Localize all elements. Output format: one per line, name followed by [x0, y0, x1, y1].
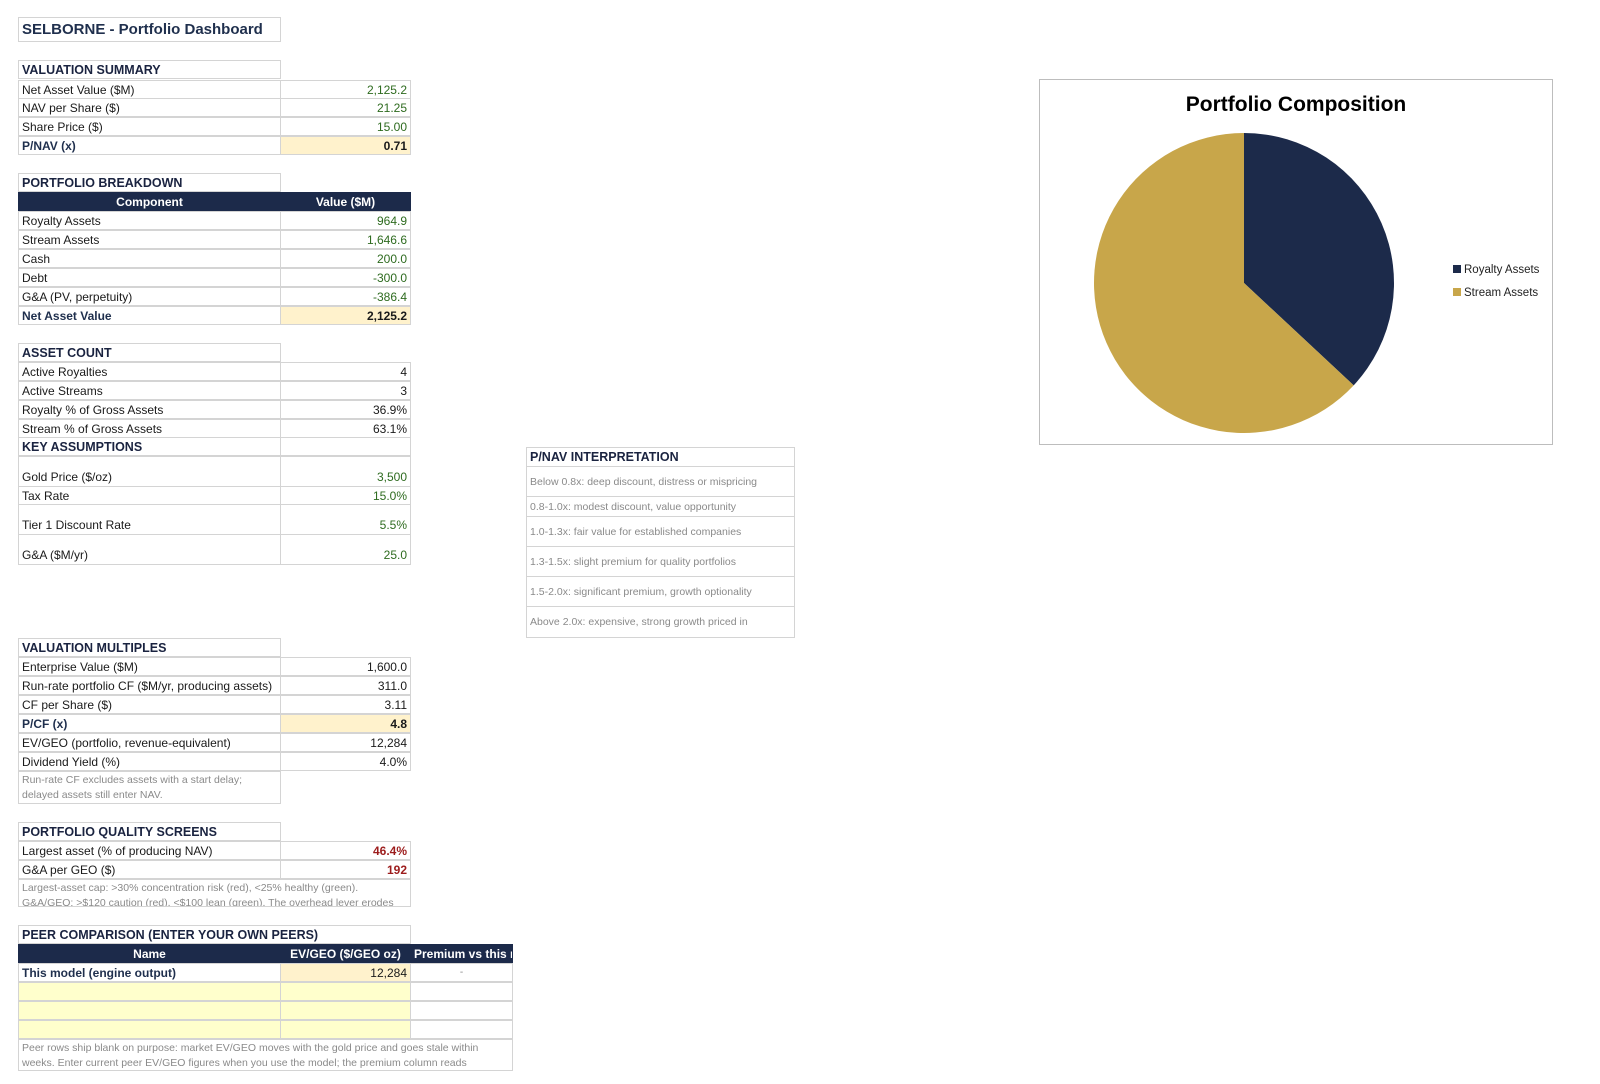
vm-label-evgeo[interactable]: EV/GEO (portfolio, revenue-equivalent) [18, 733, 281, 752]
peer-header-name: Name [18, 944, 281, 963]
vm-value-cf-per-share[interactable]: 3.11 [280, 695, 411, 714]
vm-label-dividend[interactable]: Dividend Yield (%) [18, 752, 281, 771]
pie-slice-royalty-assets[interactable] [1244, 133, 1394, 386]
vm-value-dividend[interactable]: 4.0% [280, 752, 411, 771]
valuation-summary-heading: VALUATION SUMMARY [18, 60, 281, 79]
ac-label-royalties[interactable]: Active Royalties [18, 362, 281, 381]
peer-row-2-premium[interactable] [410, 982, 513, 1001]
vs-label-nav-per-share[interactable]: NAV per Share ($) [18, 98, 281, 117]
ac-label-streams[interactable]: Active Streams [18, 381, 281, 400]
pb-label-cash[interactable]: Cash [18, 249, 281, 268]
ac-value-royalties[interactable]: 4 [280, 362, 411, 381]
peer-row-4-evgeo[interactable] [280, 1020, 411, 1039]
pb-value-ga[interactable]: -386.4 [280, 287, 411, 306]
interp-row-4[interactable]: 1.3-1.5x: slight premium for quality por… [526, 546, 795, 577]
vs-label-pnav[interactable]: P/NAV (x) [18, 136, 281, 155]
vm-label-cf[interactable]: Run-rate portfolio CF ($M/yr, producing … [18, 676, 281, 695]
legend-label-stream-assets: Stream Assets [1464, 287, 1538, 299]
pb-value-royalty[interactable]: 964.9 [280, 211, 411, 230]
chart-legend: Royalty Assets Stream Assets [1453, 264, 1540, 299]
peer-row-3-evgeo[interactable] [280, 1001, 411, 1020]
peer-row-3-premium[interactable] [410, 1001, 513, 1020]
ac-value-stream-pct[interactable]: 63.1% [280, 419, 411, 438]
vm-value-cf[interactable]: 311.0 [280, 676, 411, 695]
ka-value-tax[interactable]: 15.0% [280, 486, 411, 505]
interp-row-1[interactable]: Below 0.8x: deep discount, distress or m… [526, 466, 795, 497]
ac-label-stream-pct[interactable]: Stream % of Gross Assets [18, 419, 281, 438]
qs-label-ga-geo[interactable]: G&A per GEO ($) [18, 860, 281, 879]
vm-label-cf-per-share[interactable]: CF per Share ($) [18, 695, 281, 714]
key-assumptions-heading: KEY ASSUMPTIONS [18, 437, 281, 456]
pb-value-cash[interactable]: 200.0 [280, 249, 411, 268]
qs-label-largest[interactable]: Largest asset (% of producing NAV) [18, 841, 281, 860]
legend-swatch-stream-assets [1453, 288, 1461, 296]
pb-value-stream[interactable]: 1,646.6 [280, 230, 411, 249]
peer-row-4-name[interactable] [18, 1020, 281, 1039]
peer-note: Peer rows ship blank on purpose: market … [18, 1039, 513, 1071]
pb-value-nav[interactable]: 2,125.2 [280, 306, 411, 325]
peer-row-2-name[interactable] [18, 982, 281, 1001]
pb-label-debt[interactable]: Debt [18, 268, 281, 287]
vs-label-share-price[interactable]: Share Price ($) [18, 117, 281, 136]
peer-row-4-premium[interactable] [410, 1020, 513, 1039]
peer-row-2-evgeo[interactable] [280, 982, 411, 1001]
ka-label-ga[interactable]: G&A ($M/yr) [18, 534, 281, 565]
legend-label-royalty-assets: Royalty Assets [1464, 264, 1540, 276]
qs-note: Largest-asset cap: >30% concentration ri… [18, 879, 411, 907]
pb-label-nav[interactable]: Net Asset Value [18, 306, 281, 325]
valuation-multiples-heading: VALUATION MULTIPLES [18, 638, 281, 657]
interp-row-3[interactable]: 1.0-1.3x: fair value for established com… [526, 516, 795, 547]
interp-row-6[interactable]: Above 2.0x: expensive, strong growth pri… [526, 606, 795, 638]
ac-label-royalty-pct[interactable]: Royalty % of Gross Assets [18, 400, 281, 419]
quality-screens-heading: PORTFOLIO QUALITY SCREENS [18, 822, 281, 841]
vs-value-nav[interactable]: 2,125.2 [280, 80, 411, 99]
peer-comparison-heading: PEER COMPARISON (ENTER YOUR OWN PEERS) [18, 925, 411, 944]
pb-label-stream[interactable]: Stream Assets [18, 230, 281, 249]
vm-value-pcf[interactable]: 4.8 [280, 714, 411, 733]
pnav-interpretation-heading: P/NAV INTERPRETATION [526, 447, 795, 467]
vm-value-ev[interactable]: 1,600.0 [280, 657, 411, 676]
chart-title: Portfolio Composition [1186, 93, 1406, 116]
pb-value-debt[interactable]: -300.0 [280, 268, 411, 287]
interp-row-2[interactable]: 0.8-1.0x: modest discount, value opportu… [526, 496, 795, 517]
pie-slices [1094, 132, 1394, 433]
peer-header-evgeo: EV/GEO ($/GEO oz) [280, 944, 411, 963]
asset-count-heading: ASSET COUNT [18, 343, 281, 362]
pb-label-ga[interactable]: G&A (PV, perpetuity) [18, 287, 281, 306]
ka-label-gold[interactable]: Gold Price ($/oz) [18, 456, 281, 487]
vs-label-nav[interactable]: Net Asset Value ($M) [18, 80, 281, 99]
pb-header-value: Value ($M) [280, 192, 411, 211]
vs-value-pnav[interactable]: 0.71 [280, 136, 411, 155]
vm-label-pcf[interactable]: P/CF (x) [18, 714, 281, 733]
pie-slice-stream-assets[interactable] [1094, 132, 1354, 433]
pie-chart-svg: Portfolio Composition Royalty Assets Stre… [1094, 93, 1540, 433]
ka-value-discount[interactable]: 5.5% [280, 504, 411, 535]
vm-label-ev[interactable]: Enterprise Value ($M) [18, 657, 281, 676]
vm-note: Run-rate CF excludes assets with a start… [18, 771, 281, 804]
ac-value-royalty-pct[interactable]: 36.9% [280, 400, 411, 419]
ka-label-tax[interactable]: Tax Rate [18, 486, 281, 505]
vm-value-evgeo[interactable]: 12,284 [280, 733, 411, 752]
pb-label-royalty[interactable]: Royalty Assets [18, 211, 281, 230]
vs-value-share-price[interactable]: 15.00 [280, 117, 411, 136]
ka-value-ga[interactable]: 25.0 [280, 534, 411, 565]
pb-header-component: Component [18, 192, 281, 211]
qs-value-ga-geo[interactable]: 192 [280, 860, 411, 879]
portfolio-breakdown-heading: PORTFOLIO BREAKDOWN [18, 173, 281, 192]
ka-label-discount[interactable]: Tier 1 Discount Rate [18, 504, 281, 535]
ka-value-gold[interactable]: 3,500 [280, 456, 411, 487]
peer-row-1-evgeo[interactable]: 12,284 [280, 963, 411, 982]
interp-row-5[interactable]: 1.5-2.0x: significant premium, growth op… [526, 576, 795, 607]
peer-row-1-name[interactable]: This model (engine output) [18, 963, 281, 982]
qs-value-largest[interactable]: 46.4% [280, 841, 411, 860]
vs-value-nav-per-share[interactable]: 21.25 [280, 98, 411, 117]
portfolio-composition-chart[interactable]: Portfolio Composition Royalty Assets Stre… [1039, 79, 1553, 445]
peer-row-1-premium[interactable]: - [410, 963, 513, 982]
page-title: SELBORNE - Portfolio Dashboard [18, 17, 281, 42]
peer-header-premium: Premium vs this model [410, 944, 513, 963]
legend-swatch-royalty-assets [1453, 265, 1461, 273]
peer-row-3-name[interactable] [18, 1001, 281, 1020]
ka-heading-spacer [280, 437, 411, 456]
ac-value-streams[interactable]: 3 [280, 381, 411, 400]
